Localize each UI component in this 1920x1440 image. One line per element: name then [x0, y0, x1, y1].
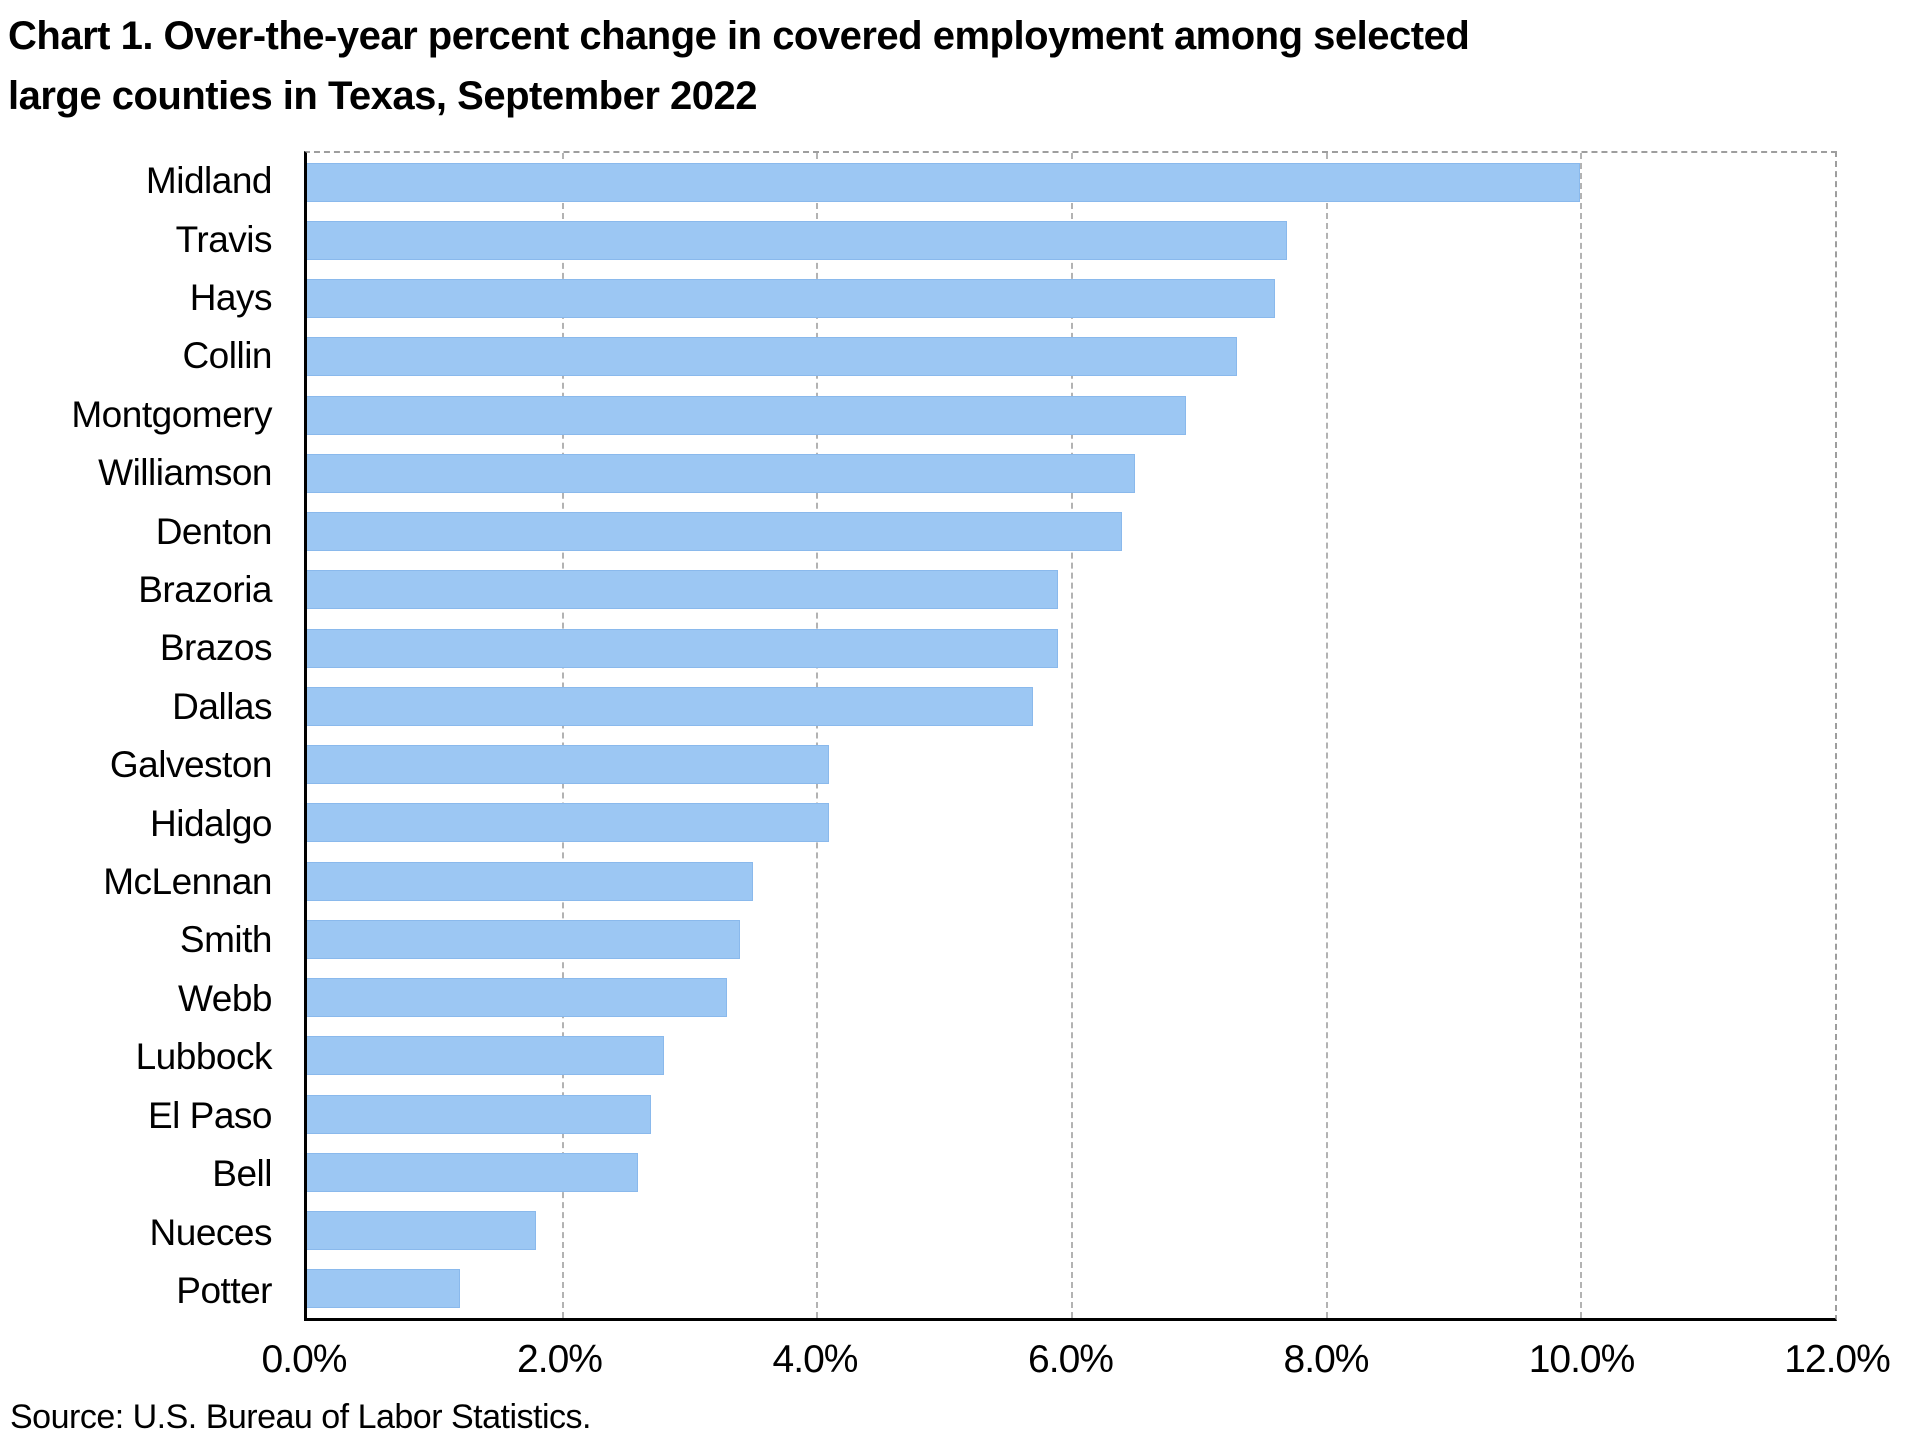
- y-label-hidalgo: Hidalgo: [150, 802, 272, 844]
- bar-row: [307, 852, 1835, 910]
- bar-row: [307, 211, 1835, 269]
- bar-smith: [307, 919, 740, 959]
- bar-montgomery: [307, 395, 1186, 435]
- bar-brazos: [307, 628, 1059, 668]
- y-label-dallas: Dallas: [172, 685, 272, 727]
- y-label-montgomery: Montgomery: [71, 393, 272, 435]
- bar-row: [307, 910, 1835, 968]
- bar-midland: [307, 162, 1581, 202]
- chart-title-line2: large counties in Texas, September 2022: [8, 74, 757, 118]
- x-tick-label-10: 10.0%: [1528, 1338, 1636, 1381]
- bar-row: [307, 736, 1835, 794]
- bar-bell: [307, 1152, 639, 1192]
- bar-row: [307, 444, 1835, 502]
- x-tick-label-0: 0.0%: [261, 1338, 348, 1381]
- x-tick-label-2: 2.0%: [517, 1338, 603, 1381]
- plot-area: [304, 151, 1837, 1321]
- bar-collin: [307, 337, 1237, 377]
- bar-row: [307, 1143, 1835, 1201]
- bar-row: [307, 794, 1835, 852]
- bar-williamson: [307, 453, 1135, 493]
- bar-hidalgo: [307, 803, 830, 843]
- bar-row: [307, 503, 1835, 561]
- bar-row: [307, 1260, 1835, 1318]
- bar-row: [307, 270, 1835, 328]
- bar-webb: [307, 978, 728, 1018]
- bar-denton: [307, 512, 1122, 552]
- x-axis-labels: 0.0% 2.0% 4.0% 6.0% 8.0% 10.0% 12.0%: [262, 1338, 1891, 1398]
- x-tick-label-4: 4.0%: [772, 1338, 859, 1381]
- bar-row: [307, 969, 1835, 1027]
- x-tick-label-6: 6.0%: [1028, 1338, 1114, 1381]
- chart-title: Chart 1. Over-the-year percent change in…: [8, 6, 1908, 126]
- y-label-galveston: Galveston: [109, 744, 273, 786]
- y-label-potter: Potter: [176, 1269, 272, 1311]
- bar-row: [307, 1202, 1835, 1260]
- bar-galveston: [307, 745, 830, 785]
- bar-lubbock: [307, 1036, 664, 1076]
- x-tick-label-12: 12.0%: [1784, 1338, 1891, 1381]
- bar-row: [307, 619, 1835, 677]
- bar-row: [307, 153, 1835, 211]
- bar-potter: [307, 1269, 460, 1309]
- y-label-midland: Midland: [145, 160, 273, 202]
- gridline-6pct: [1071, 153, 1073, 1318]
- bar-dallas: [307, 686, 1033, 726]
- y-label-nueces: Nueces: [149, 1211, 273, 1253]
- bar-mclennan: [307, 861, 753, 901]
- y-label-hays: Hays: [189, 277, 273, 319]
- bar-row: [307, 1027, 1835, 1085]
- bar-hays: [307, 279, 1275, 319]
- gridline-2pct: [561, 153, 564, 1318]
- y-label-travis: Travis: [175, 218, 273, 260]
- y-label-el-paso: El Paso: [147, 1094, 273, 1136]
- bar-row: [307, 386, 1835, 444]
- y-label-collin: Collin: [182, 335, 272, 377]
- x-tick-label-8: 8.0%: [1283, 1338, 1370, 1381]
- y-axis-labels: Midland Travis Hays Collin Montgomery William…: [0, 152, 272, 1320]
- gridline-10pct: [1580, 153, 1583, 1318]
- bar-series: [307, 153, 1835, 1318]
- y-label-denton: Denton: [155, 510, 273, 552]
- gridline-8pct: [1325, 153, 1328, 1318]
- gridline-4pct: [816, 153, 819, 1318]
- bar-row: [307, 328, 1835, 386]
- bar-nueces: [307, 1211, 537, 1251]
- y-label-brazos: Brazos: [159, 627, 273, 669]
- bar-row: [307, 561, 1835, 619]
- y-label-webb: Webb: [178, 977, 273, 1019]
- y-label-brazoria: Brazoria: [138, 569, 272, 611]
- y-label-williamson: Williamson: [98, 452, 272, 494]
- bar-travis: [307, 220, 1288, 260]
- chart-title-line1: Chart 1. Over-the-year percent change in…: [8, 14, 1470, 58]
- bar-row: [307, 677, 1835, 735]
- y-label-lubbock: Lubbock: [135, 1036, 273, 1078]
- bar-row: [307, 1085, 1835, 1143]
- bar-el-paso: [307, 1094, 651, 1134]
- y-label-smith: Smith: [179, 919, 273, 961]
- source-note: Source: U.S. Bureau of Labor Statistics.: [10, 1398, 591, 1436]
- bar-brazoria: [307, 570, 1059, 610]
- y-label-bell: Bell: [212, 1153, 272, 1195]
- y-label-mclennan: McLennan: [103, 861, 272, 903]
